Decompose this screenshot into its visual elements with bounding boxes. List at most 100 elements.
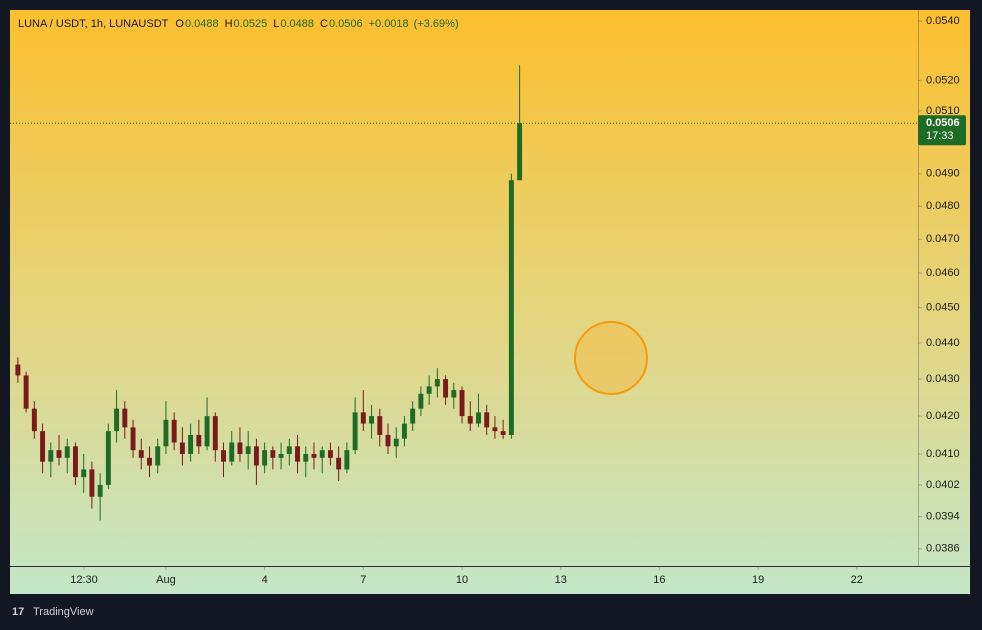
logo: 17 bbox=[12, 606, 24, 618]
symbol: LUNA / USDT, 1h, LUNAUSDT bbox=[18, 18, 169, 30]
candle-body bbox=[336, 457, 342, 470]
y-tick-label: 0.0402 bbox=[926, 479, 960, 491]
y-tick-label: 0.0490 bbox=[926, 168, 960, 180]
candle-body bbox=[97, 484, 103, 497]
x-tick-label: 12:30 bbox=[70, 574, 98, 586]
candle-body bbox=[122, 408, 128, 428]
candle-body bbox=[138, 450, 144, 458]
candle-body bbox=[262, 450, 268, 466]
candle-body bbox=[15, 364, 21, 376]
y-tick-label: 0.0460 bbox=[926, 267, 960, 279]
candle-body bbox=[352, 412, 358, 451]
candle-body bbox=[23, 375, 29, 409]
candle-body bbox=[64, 446, 70, 458]
y-tick-label: 0.0440 bbox=[926, 337, 960, 349]
y-tick-label: 0.0420 bbox=[926, 410, 960, 422]
candle-body bbox=[130, 427, 136, 451]
x-tick-label: 4 bbox=[262, 574, 268, 586]
ohlc-value: 0.0488 bbox=[185, 18, 219, 30]
x-tick-label: 19 bbox=[752, 574, 764, 586]
candle-body bbox=[451, 390, 457, 398]
candle-body bbox=[171, 419, 177, 443]
candle-body bbox=[237, 442, 243, 454]
y-tick-label: 0.0470 bbox=[926, 233, 960, 245]
candle-body bbox=[410, 408, 416, 424]
candle-body bbox=[105, 431, 111, 485]
candle-body bbox=[221, 450, 226, 462]
candle-body bbox=[295, 446, 301, 462]
plot: 0.0540 0.0520 0.0510 0.0490 0.0480 0.0470 0.04… bbox=[10, 15, 966, 586]
x-tick-label: 22 bbox=[851, 574, 863, 586]
candle-body bbox=[40, 431, 46, 462]
y-tick-label: 0.0540 bbox=[926, 15, 960, 27]
candle-body bbox=[517, 123, 523, 181]
candle-body bbox=[229, 442, 235, 462]
annotation-circle bbox=[574, 321, 648, 395]
candle-body bbox=[48, 450, 54, 462]
candle-body bbox=[278, 453, 284, 458]
candle-body bbox=[443, 379, 449, 398]
candle-body bbox=[89, 469, 95, 497]
candle-body bbox=[344, 450, 350, 470]
candle-body bbox=[114, 408, 120, 432]
x-tick-label: 16 bbox=[653, 574, 665, 586]
candle-body bbox=[508, 180, 514, 435]
candle-body bbox=[459, 390, 465, 417]
ohlc-value: 0.0488 bbox=[280, 18, 314, 30]
candle-body bbox=[155, 446, 161, 466]
y-tick-label: 0.0386 bbox=[926, 543, 960, 555]
y-tick-label: 0.0450 bbox=[926, 302, 960, 314]
candle-body bbox=[245, 446, 251, 454]
candle-body bbox=[212, 416, 218, 451]
candle-body bbox=[319, 450, 325, 458]
candle-body bbox=[163, 419, 169, 447]
last-price-label: 0.0506 bbox=[926, 117, 960, 129]
y-tick-label: 0.0394 bbox=[926, 510, 960, 522]
change: +0.0018 bbox=[369, 18, 409, 30]
candle-body bbox=[286, 446, 292, 454]
candle-body bbox=[369, 416, 375, 424]
candle-body bbox=[188, 434, 194, 454]
candle-body bbox=[418, 393, 424, 409]
y-tick-label: 0.0410 bbox=[926, 448, 960, 460]
candle-body bbox=[303, 453, 309, 462]
y-tick-label: 0.0430 bbox=[926, 373, 960, 385]
candle-body bbox=[311, 453, 317, 458]
candle-body bbox=[179, 442, 185, 454]
x-tick-label: 7 bbox=[360, 574, 366, 586]
candle-body bbox=[73, 446, 78, 478]
legend: LUNA / USDT, 1h, LUNAUSDT O 0.0488 H 0.0525 L… bbox=[18, 18, 459, 30]
candle-body bbox=[270, 450, 276, 458]
candle-body bbox=[377, 416, 383, 435]
candle-body bbox=[253, 446, 259, 466]
y-tick-label: 0.0480 bbox=[926, 200, 960, 212]
candle-body bbox=[147, 457, 152, 466]
x-tick-label: Aug bbox=[156, 574, 176, 586]
candle-body bbox=[500, 431, 506, 435]
ohlc-value: 0.0525 bbox=[234, 18, 268, 30]
candle-body bbox=[467, 416, 473, 424]
footer: 17 TradingView bbox=[12, 606, 94, 618]
candle-body bbox=[56, 450, 62, 458]
candle-body bbox=[401, 423, 407, 439]
x-tick-label: 10 bbox=[456, 574, 468, 586]
brand: TradingView bbox=[33, 606, 94, 618]
ohlc-key: C bbox=[320, 18, 328, 30]
candle-body bbox=[31, 408, 37, 432]
candle-body bbox=[327, 450, 333, 458]
candle-body bbox=[484, 412, 490, 428]
candle-body bbox=[393, 438, 399, 447]
candle-body bbox=[426, 386, 432, 394]
candle-body bbox=[204, 416, 210, 447]
x-tick-label: 13 bbox=[555, 574, 567, 586]
candle-body bbox=[385, 434, 391, 447]
candle-body bbox=[434, 379, 440, 387]
candle-body bbox=[196, 434, 202, 447]
ohlc-key: H bbox=[225, 18, 233, 30]
candle-body bbox=[492, 427, 498, 432]
ohlc-key: O bbox=[175, 18, 184, 30]
chart-background bbox=[10, 10, 970, 594]
y-tick-label: 0.0510 bbox=[926, 105, 960, 117]
